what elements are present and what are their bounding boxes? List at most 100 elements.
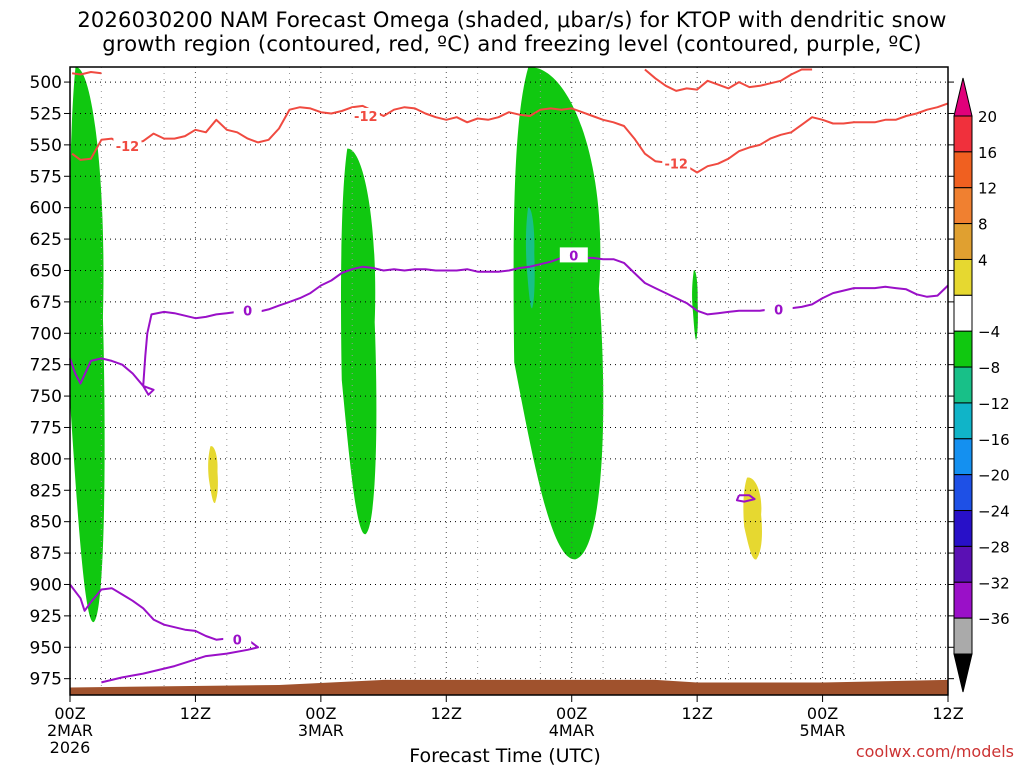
x-tick-label: 00Z xyxy=(54,704,85,723)
freezing-level-contour-loop xyxy=(735,494,756,503)
colorbar-label: −28 xyxy=(978,538,1010,556)
freezing-label-bg xyxy=(233,302,262,318)
colorbar-box xyxy=(953,223,973,260)
y-tick-label: 750 xyxy=(30,387,62,407)
colorbar-label: 20 xyxy=(978,108,997,126)
chart-title-line-2: growth region (contoured, red, ºC) and f… xyxy=(102,32,922,56)
axes-layer: 500 525 550 575 600 625 650 675 700 725 750 775 800 8… xyxy=(30,73,964,757)
shade-stronger-ascent-4mar xyxy=(525,207,535,309)
colorbar-box xyxy=(953,294,973,332)
shade-downward-motion-2mar xyxy=(208,446,218,504)
colorbar-label: −8 xyxy=(978,359,1000,377)
x-tick-label: 00Z xyxy=(305,704,336,723)
colorbar-box xyxy=(953,581,973,619)
dendritic-contour-line xyxy=(71,102,949,174)
colorbar-box xyxy=(953,330,973,368)
freezing-label: 0 xyxy=(774,303,783,318)
colorbar-top-triangle xyxy=(953,77,973,117)
freezing-level-contour-line-lower xyxy=(69,583,260,684)
x-tick-date-label: 2MAR xyxy=(47,721,93,740)
colorbar-label: −16 xyxy=(978,431,1010,449)
omega-shading-layer xyxy=(69,66,762,623)
chart-title-line-1: 2026030200 NAM Forecast Omega (shaded, μ… xyxy=(77,8,947,32)
colorbar-box xyxy=(953,366,973,404)
x-tick-label: 12Z xyxy=(180,704,211,723)
freezing-level-contour-line xyxy=(69,254,949,396)
contour-layer: -12 -12 -12 0 0 0 0 xyxy=(69,68,949,684)
y-tick-label: 950 xyxy=(30,638,62,658)
dendritic-label: -12 xyxy=(354,110,378,125)
dendritic-label: -12 xyxy=(664,158,688,173)
shade-upward-motion-thin-4mar xyxy=(692,270,698,340)
x-tick-label: 00Z xyxy=(556,704,587,723)
y-tick-label: 825 xyxy=(30,481,62,501)
colorbar-label: −4 xyxy=(978,323,1000,341)
y-tick-label: 725 xyxy=(30,356,62,376)
x-tick-date-label: 3MAR xyxy=(298,721,344,740)
y-tick-label: 800 xyxy=(30,450,62,470)
dendritic-contour-line-upper-right xyxy=(644,68,813,92)
colorbar-box xyxy=(953,510,973,547)
colorbar-box xyxy=(953,474,973,512)
dendritic-label-bg xyxy=(351,107,380,123)
x-tick-date-label: 5MAR xyxy=(800,721,846,740)
colorbar-label: −20 xyxy=(978,467,1010,485)
dendritic-label-bg xyxy=(662,155,691,171)
colorbar-box xyxy=(953,115,973,153)
x-tick-label: 12Z xyxy=(932,704,963,723)
colorbar-box xyxy=(953,187,973,225)
y-tick-label: 900 xyxy=(30,575,62,595)
colorbar-box xyxy=(953,258,973,296)
y-tick-label: 775 xyxy=(30,418,62,438)
y-tick-label: 600 xyxy=(30,199,62,219)
colorbar-label: 8 xyxy=(978,216,988,234)
y-tick-label: 975 xyxy=(30,670,62,690)
y-tick-label: 650 xyxy=(30,261,62,281)
shade-upward-motion-early xyxy=(69,66,105,623)
x-axis-title: Forecast Time (UTC) xyxy=(409,745,601,767)
dendritic-label: -12 xyxy=(116,140,140,155)
shade-downward-motion-4mar xyxy=(743,477,762,560)
y-tick-label: 850 xyxy=(30,513,62,533)
x-tick-label: 00Z xyxy=(807,704,838,723)
colorbar-label: −12 xyxy=(978,395,1010,413)
y-tick-label: 525 xyxy=(30,104,62,124)
plot-frame xyxy=(69,66,949,696)
colorbar-label: −36 xyxy=(978,610,1010,628)
y-tick-label: 625 xyxy=(30,230,62,250)
colorbar-box xyxy=(953,617,973,655)
freezing-label-bg xyxy=(764,301,793,317)
freezing-label-bg xyxy=(559,247,588,263)
freezing-label: 0 xyxy=(569,249,578,264)
y-tick-label: 875 xyxy=(30,544,62,564)
y-tick-label: 675 xyxy=(30,293,62,313)
colorbar-box xyxy=(953,438,973,476)
plot-border xyxy=(69,66,949,696)
colorbar-label: 4 xyxy=(978,251,988,269)
terrain-layer xyxy=(70,679,948,695)
y-tick-label: 700 xyxy=(30,324,62,344)
x-tick-label: 12Z xyxy=(681,704,712,723)
x-tick-date-label: 4MAR xyxy=(549,721,595,740)
y-tick-label: 550 xyxy=(30,136,62,156)
x-tick-date-label: 2026 xyxy=(50,738,91,757)
shade-upward-motion-3mar-a xyxy=(341,148,377,535)
dendritic-label-bg xyxy=(113,138,142,154)
x-tick-label: 12Z xyxy=(431,704,462,723)
colorbar-label: 12 xyxy=(978,180,997,198)
colorbar-box xyxy=(953,545,973,583)
freezing-label: 0 xyxy=(243,305,252,320)
colorbar-label: −24 xyxy=(978,503,1010,521)
terrain-fill xyxy=(70,679,948,695)
y-tick-label: 500 xyxy=(30,73,62,93)
colorbar-label: −32 xyxy=(978,574,1010,592)
y-tick-label: 575 xyxy=(30,167,62,187)
y-tick-label: 925 xyxy=(30,607,62,627)
dendritic-contour-line-upper-left xyxy=(71,71,102,76)
colorbar-label: 16 xyxy=(978,144,997,162)
shade-upward-motion-4mar xyxy=(513,66,604,560)
grid-layer xyxy=(70,67,948,695)
colorbar: 20 16 12 8 4 −4 −8 −12 −16 −20 −24 −28 −32 −36 xyxy=(953,77,1010,693)
colorbar-bottom-triangle xyxy=(953,653,973,693)
